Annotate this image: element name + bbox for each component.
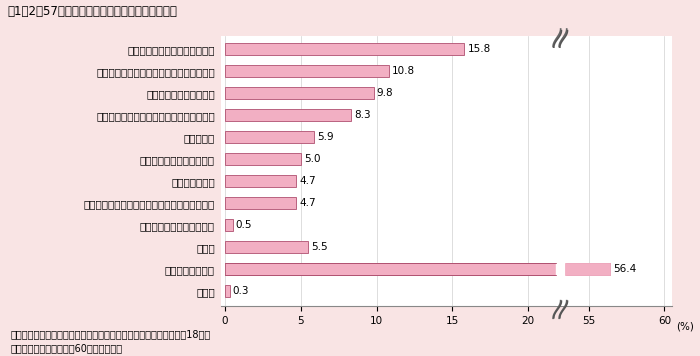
Bar — [225, 65, 389, 77]
Bar — [225, 175, 296, 187]
Bar — [225, 241, 309, 253]
Bar — [225, 131, 314, 143]
Text: 4.7: 4.7 — [300, 198, 316, 208]
Text: 5.5: 5.5 — [312, 242, 328, 252]
Bar — [225, 43, 464, 55]
X-axis label: (%): (%) — [677, 321, 694, 331]
Text: 5.9: 5.9 — [318, 132, 334, 142]
Text: 10.8: 10.8 — [392, 66, 415, 76]
Bar — [565, 263, 610, 275]
Bar — [225, 87, 374, 99]
Text: 資料：内閣府「高齢者の住宅と生活環境に関する意識調査」（平成18年）: 資料：内閣府「高齢者の住宅と生活環境に関する意識調査」（平成18年） — [10, 329, 211, 339]
Text: 4.7: 4.7 — [300, 176, 316, 186]
Text: 図1－2－57　住宅で困っていること（複数回答）: 図1－2－57 住宅で困っていること（複数回答） — [7, 5, 177, 19]
Bar — [225, 219, 232, 231]
Bar — [225, 263, 610, 275]
Text: 56.4: 56.4 — [613, 264, 636, 274]
Text: 8.3: 8.3 — [354, 110, 370, 120]
Bar — [556, 36, 565, 306]
Text: 0.5: 0.5 — [236, 220, 252, 230]
Text: 0.3: 0.3 — [232, 286, 249, 296]
Text: 9.8: 9.8 — [377, 88, 393, 98]
Text: 5.0: 5.0 — [304, 154, 321, 164]
Bar — [225, 153, 301, 165]
Bar — [225, 285, 230, 297]
Bar — [225, 197, 296, 209]
Text: （注）調査対象は、全国60歳以上の男女: （注）調査対象は、全国60歳以上の男女 — [10, 344, 122, 354]
Text: 15.8: 15.8 — [468, 44, 491, 54]
Bar — [225, 109, 351, 121]
